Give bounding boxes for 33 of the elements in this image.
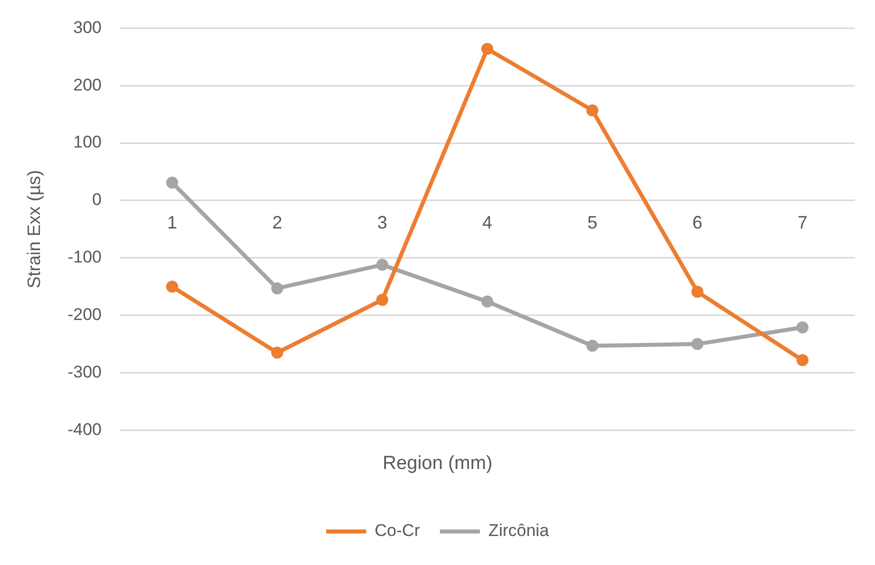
y-tick-label: 100: [73, 132, 102, 152]
y-tick-label: -400: [68, 420, 102, 439]
point: [166, 280, 178, 293]
point: [796, 321, 808, 334]
point: [691, 286, 704, 298]
point: [376, 294, 388, 306]
x-tick-label: 3: [377, 212, 388, 232]
y-tick-label: -200: [68, 305, 102, 324]
y-tick-label: -100: [68, 248, 102, 267]
point: [376, 258, 388, 271]
x-axis-title: Region (mm): [382, 452, 492, 474]
point: [481, 296, 494, 308]
point: [271, 282, 284, 294]
legend-label: Co-Cr: [374, 521, 420, 540]
x-tick-label: 6: [692, 212, 702, 232]
point: [166, 176, 178, 189]
y-tick-label: 300: [73, 18, 102, 37]
x-tick-label: 2: [272, 212, 282, 232]
y-tick-label: 200: [73, 75, 102, 94]
legend-label: Zircônia: [488, 521, 550, 540]
x-tick-label: 4: [482, 212, 492, 232]
point: [586, 104, 598, 116]
x-tick-label: 7: [797, 212, 808, 232]
y-tick-label: -300: [68, 362, 102, 382]
y-axis-title: Strain Exx (µs): [24, 170, 44, 288]
x-tick-label: 5: [587, 212, 598, 232]
point: [691, 338, 704, 350]
point: [796, 354, 808, 366]
x-tick-label: 1: [167, 212, 178, 232]
point: [271, 346, 284, 359]
y-tick-label: 0: [92, 190, 102, 210]
point: [481, 42, 494, 55]
point: [586, 340, 598, 352]
